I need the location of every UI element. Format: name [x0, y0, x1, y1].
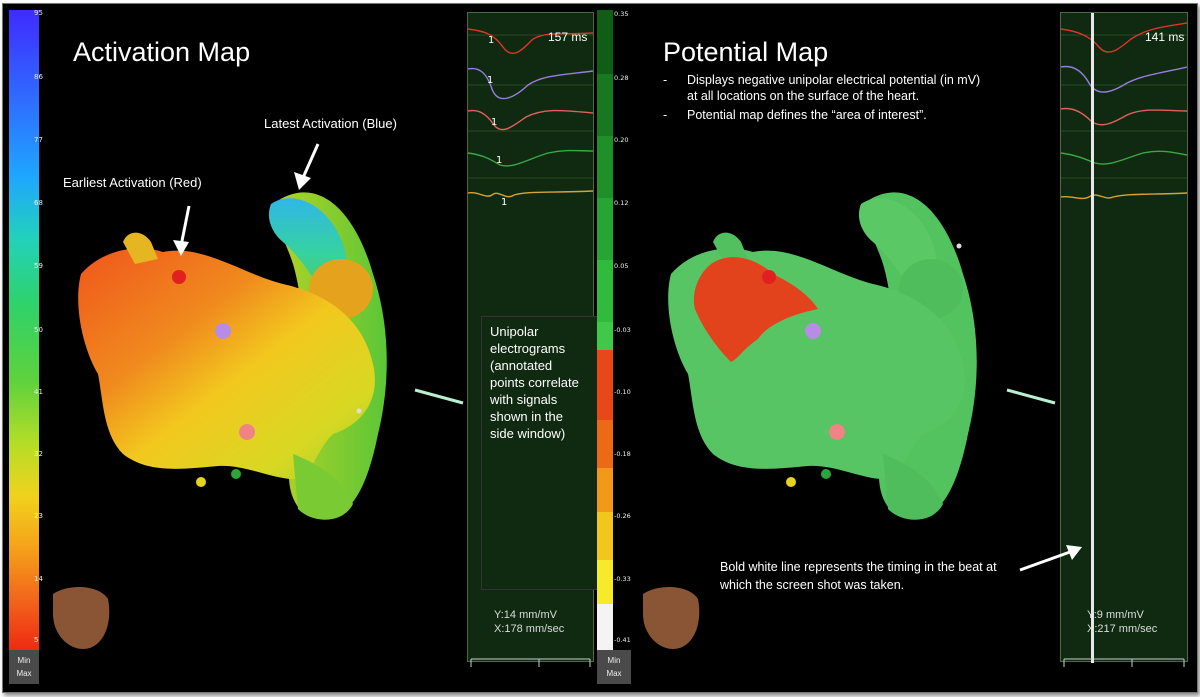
potential-bullets: - Displays negative unipolar electrical p… [663, 72, 993, 123]
right-ecg-readout: Y:9 mm/mV X:217 mm/sec [1087, 608, 1157, 636]
scale-tick: 95 [34, 9, 43, 17]
volt-tick: -0.10 [614, 388, 631, 396]
scale-tick: 32 [34, 450, 43, 458]
volt-tick: -0.26 [614, 512, 631, 520]
svg-text:1: 1 [496, 155, 502, 166]
unipolar-callout: Unipolar electrograms (annotated points … [481, 316, 599, 590]
catheter-line-icon [1006, 388, 1056, 405]
bullet-item: - Displays negative unipolar electrical p… [663, 73, 981, 103]
volt-tick: 0.12 [614, 199, 629, 207]
volt-tick: 0.28 [614, 74, 629, 82]
minmax-toggle[interactable]: Min Max [9, 650, 39, 684]
right-time-axis [1063, 658, 1185, 667]
voltage-minmax-toggle[interactable]: Min Max [597, 650, 631, 684]
scale-tick: 5 [34, 636, 39, 644]
scale-tick: 23 [34, 512, 43, 520]
right-ecg-panel: 141 ms Y:9 mm/mV X:217 mm/sec [1060, 12, 1188, 663]
scale-tick: 77 [34, 136, 43, 144]
volt-tick: -0.03 [614, 326, 631, 334]
earliest-activation-label: Earliest Activation (Red) [63, 175, 202, 190]
activation-heart-model[interactable] [43, 134, 463, 664]
catheter-line-icon [414, 388, 464, 405]
activation-color-scale [9, 10, 39, 650]
right-ecg-time: 141 ms [1145, 30, 1185, 44]
bullet-item: - Potential map defines the “area of inte… [663, 108, 927, 122]
left-x-scale: X:178 mm/sec [494, 623, 565, 635]
timing-note: Bold white line represents the timing in… [720, 560, 997, 592]
left-ecg-time: 157 ms [548, 30, 588, 44]
potential-heart-model[interactable] [633, 134, 1053, 664]
left-y-scale: Y:14 mm/mV [494, 609, 557, 621]
volt-tick: 0.20 [614, 136, 629, 144]
svg-text:1: 1 [491, 117, 497, 128]
min-label: Min [17, 656, 31, 665]
volt-tick: -0.33 [614, 575, 631, 583]
max-label: Max [606, 669, 622, 678]
svg-text:1: 1 [487, 75, 493, 86]
timing-arrow-icon [1019, 545, 1082, 572]
left-ecg-readout: Y:14 mm/mV X:178 mm/sec [494, 608, 564, 636]
earliest-arrow-icon [173, 205, 191, 256]
max-label: Max [16, 669, 32, 678]
min-label: Min [607, 656, 621, 665]
scale-tick: 14 [34, 575, 43, 583]
right-y-scale: Y:9 mm/mV [1087, 609, 1144, 621]
scale-tick: 50 [34, 326, 43, 334]
volt-tick: 0.35 [614, 10, 629, 18]
left-time-axis [470, 658, 591, 667]
latest-arrow-icon [294, 143, 320, 190]
scale-tick: 86 [34, 73, 43, 81]
screenshot-frame: 95 86 77 68 59 50 41 32 23 14 5 Min Max … [2, 3, 1198, 693]
svg-text:1: 1 [501, 197, 507, 208]
scale-tick: 68 [34, 199, 43, 207]
svg-text:1: 1 [488, 35, 494, 46]
latest-activation-label: Latest Activation (Blue) [264, 116, 397, 131]
volt-tick: 0.05 [614, 262, 629, 270]
right-x-scale: X:217 mm/sec [1087, 623, 1158, 635]
right-ecg-traces [1061, 22, 1187, 200]
timing-line[interactable] [1091, 13, 1094, 663]
left-ecg-traces: 1 1 1 1 1 [468, 28, 593, 208]
potential-map-title: Potential Map [663, 37, 829, 67]
volt-tick: -0.41 [614, 636, 631, 644]
scale-tick: 41 [34, 388, 43, 396]
activation-map-title: Activation Map [73, 37, 251, 67]
volt-tick: -0.18 [614, 450, 631, 458]
scale-tick: 59 [34, 262, 43, 270]
